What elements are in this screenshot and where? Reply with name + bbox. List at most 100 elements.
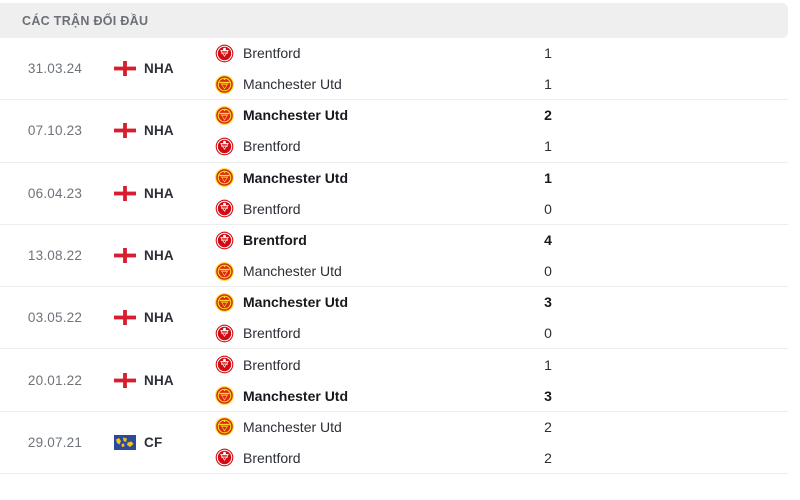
- competition-label: NHA: [144, 372, 174, 388]
- manchester-utd-badge-icon: [215, 261, 234, 281]
- score-home: 2: [538, 104, 788, 126]
- club-friendly-flag-icon: [114, 434, 136, 450]
- team-name: Brentford: [243, 325, 301, 342]
- match-date: 07.10.23: [27, 123, 83, 139]
- match-date: 03.05.22: [27, 310, 83, 326]
- page-title: CÁC TRẬN ĐỐI ĐẦU: [22, 13, 149, 28]
- team-name: Manchester Utd: [243, 263, 342, 280]
- brentford-badge-icon: [215, 355, 234, 374]
- competition-cell[interactable]: NHA: [110, 185, 195, 201]
- competition-cell[interactable]: NHA: [110, 123, 195, 139]
- competition-label: NHA: [144, 123, 174, 139]
- score-home: 1: [538, 167, 788, 189]
- score-value: 1: [544, 76, 552, 93]
- manchester-utd-badge-icon: [215, 386, 234, 406]
- team-home[interactable]: Brentford: [215, 42, 528, 64]
- match-list: 31.03.24 NHA Brentford Manchester Utd 1 1 07.1…: [0, 38, 788, 475]
- team-away[interactable]: Manchester Utd: [215, 385, 528, 407]
- team-home[interactable]: Brentford: [215, 354, 528, 376]
- match-date: 20.01.22: [27, 372, 83, 388]
- team-name: Manchester Utd: [243, 76, 342, 93]
- score-value: 1: [544, 138, 552, 155]
- table-row[interactable]: 13.08.22 NHA Brentford Manchester Utd 4 0: [0, 225, 788, 288]
- team-home[interactable]: Manchester Utd: [215, 167, 528, 189]
- brentford-badge-icon: [215, 199, 234, 218]
- competition-cell[interactable]: NHA: [110, 248, 195, 264]
- team-name: Manchester Utd: [243, 169, 349, 186]
- team-away[interactable]: Brentford: [215, 322, 528, 344]
- table-row[interactable]: 31.03.24 NHA Brentford Manchester Utd 1 1: [0, 38, 788, 101]
- score-value: 1: [544, 356, 552, 373]
- team-away[interactable]: Brentford: [215, 135, 528, 157]
- teams-cell: Brentford Manchester Utd: [195, 229, 528, 282]
- score-away: 1: [538, 135, 788, 157]
- team-away[interactable]: Brentford: [215, 447, 528, 469]
- score-home: 1: [538, 42, 788, 64]
- competition-label: NHA: [144, 61, 174, 77]
- score-value: 3: [544, 387, 552, 404]
- score-away: 0: [538, 322, 788, 344]
- competition-label: NHA: [144, 310, 174, 326]
- score-value: 0: [544, 200, 552, 217]
- england-flag-icon: [114, 123, 136, 139]
- table-row[interactable]: 03.05.22 NHA Manchester Utd Brentford 3 0: [0, 287, 788, 350]
- team-home[interactable]: Manchester Utd: [215, 291, 528, 313]
- table-row[interactable]: 06.04.23 NHA Manchester Utd Brentford 1 0: [0, 163, 788, 225]
- brentford-badge-icon: [215, 137, 234, 156]
- score-away: 0: [538, 260, 788, 282]
- score-home: 1: [538, 354, 788, 376]
- team-name: Manchester Utd: [243, 294, 349, 311]
- score-value: 2: [544, 418, 552, 435]
- score-value: 1: [544, 169, 552, 186]
- manchester-utd-badge-icon: [215, 74, 234, 94]
- competition-label: NHA: [144, 248, 174, 264]
- competition-label: CF: [144, 434, 163, 450]
- table-row[interactable]: 07.10.23 NHA Manchester Utd Brentford 2 1: [0, 100, 788, 163]
- team-name: Brentford: [243, 200, 301, 217]
- team-name: Manchester Utd: [243, 107, 349, 124]
- manchester-utd-badge-icon: [215, 168, 234, 188]
- team-home[interactable]: Manchester Utd: [215, 416, 528, 438]
- brentford-badge-icon: [215, 231, 234, 250]
- teams-cell: Manchester Utd Brentford: [195, 291, 528, 344]
- score-home: 2: [538, 416, 788, 438]
- england-flag-icon: [114, 61, 136, 77]
- team-away[interactable]: Manchester Utd: [215, 260, 528, 282]
- teams-cell: Brentford Manchester Utd: [195, 354, 528, 407]
- team-home[interactable]: Manchester Utd: [215, 104, 528, 126]
- score-away: 0: [538, 198, 788, 220]
- match-date: 31.03.24: [27, 61, 83, 77]
- manchester-utd-badge-icon: [215, 292, 234, 312]
- table-row[interactable]: 29.07.21 CF Manchester Utd Brentford 2 2: [0, 412, 788, 475]
- score-value: 3: [544, 294, 552, 311]
- score-value: 1: [544, 45, 552, 62]
- team-name: Brentford: [243, 138, 301, 155]
- team-name: Brentford: [243, 232, 307, 249]
- section-header: CÁC TRẬN ĐỐI ĐẦU: [0, 3, 788, 38]
- table-row[interactable]: 20.01.22 NHA Brentford Manchester Utd 1 3: [0, 349, 788, 412]
- brentford-badge-icon: [215, 324, 234, 343]
- team-name: Brentford: [243, 356, 301, 373]
- team-name: Manchester Utd: [243, 418, 342, 435]
- competition-cell[interactable]: CF: [110, 434, 195, 450]
- team-home[interactable]: Brentford: [215, 229, 528, 251]
- score-away: 2: [538, 447, 788, 469]
- match-date: 06.04.23: [27, 185, 83, 201]
- competition-cell[interactable]: NHA: [110, 310, 195, 326]
- score-value: 4: [544, 232, 552, 249]
- team-away[interactable]: Brentford: [215, 198, 528, 220]
- teams-cell: Manchester Utd Brentford: [195, 104, 528, 157]
- competition-cell[interactable]: NHA: [110, 61, 195, 77]
- teams-cell: Manchester Utd Brentford: [195, 416, 528, 469]
- team-name: Manchester Utd: [243, 387, 349, 404]
- brentford-badge-icon: [215, 44, 234, 63]
- team-away[interactable]: Manchester Utd: [215, 73, 528, 95]
- competition-cell[interactable]: NHA: [110, 372, 195, 388]
